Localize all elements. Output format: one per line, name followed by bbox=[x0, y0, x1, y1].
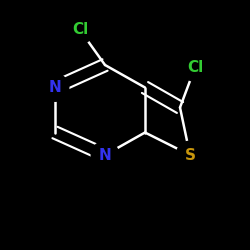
Circle shape bbox=[181, 54, 209, 81]
Text: N: N bbox=[98, 148, 112, 162]
Circle shape bbox=[91, 141, 119, 169]
Text: Cl: Cl bbox=[72, 22, 88, 38]
Circle shape bbox=[41, 74, 69, 101]
Circle shape bbox=[66, 16, 94, 44]
Text: N: N bbox=[48, 80, 62, 95]
Circle shape bbox=[176, 141, 204, 169]
Text: S: S bbox=[184, 148, 196, 162]
Text: Cl: Cl bbox=[187, 60, 203, 75]
